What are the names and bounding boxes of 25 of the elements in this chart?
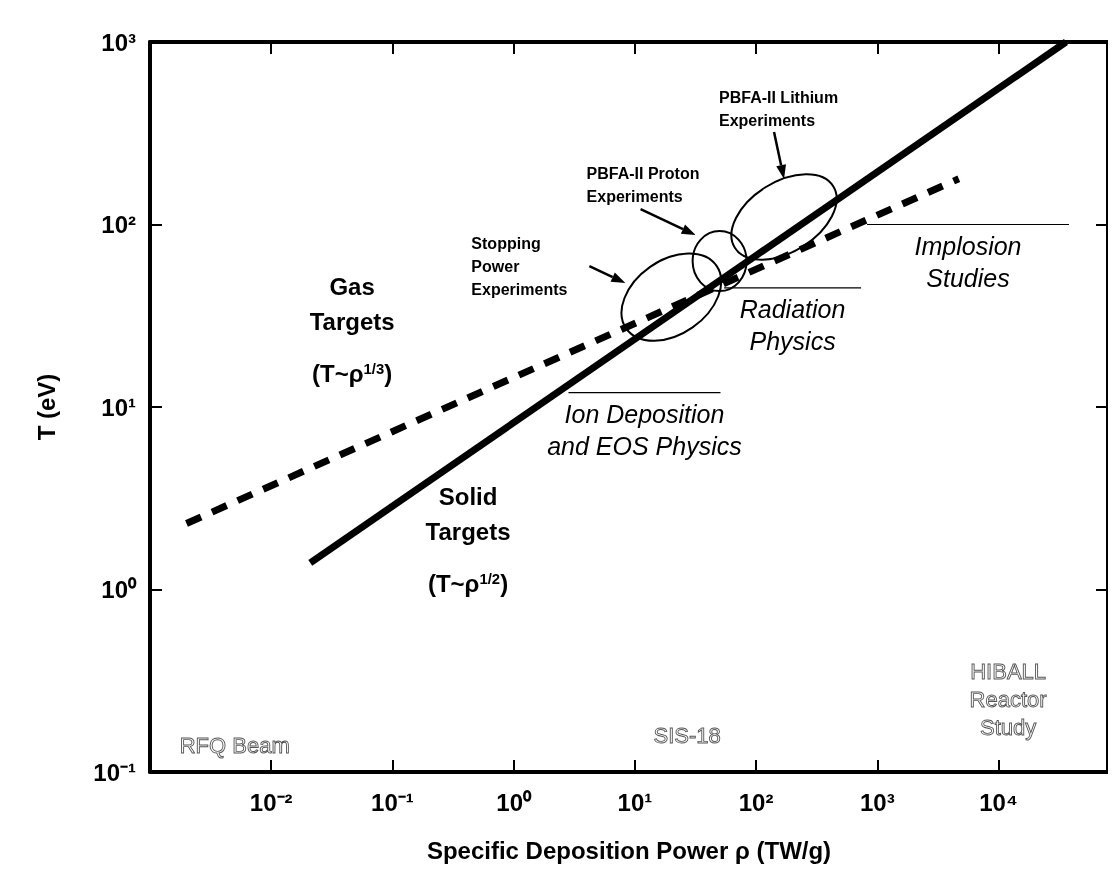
annotation: RFQ Beam [179,733,290,759]
annotation: SIS-18 [653,722,721,748]
y-tick-label: 10⁰ [101,576,137,603]
y-tick-label: 10² [101,211,137,238]
x-tick-label: 10¹ [617,788,653,816]
x-tick-label: 10² [738,788,774,816]
x-tick-label: 10⁻¹ [371,788,414,816]
annotation: Implosion Studies [914,231,1022,292]
annotation: Ion Deposition and EOS Physics [547,399,742,460]
y-tick-label: 10⁻¹ [93,758,137,786]
series-label: Solid Targets (T~ρ$^{1/2}$) [425,482,511,597]
x-tick-label: 10⁴ [979,788,1018,816]
y-axis-title: T (eV) [32,373,60,441]
annotation: HIBALL Reactor Study [969,659,1047,741]
annotation: PBFA-II Lithium Experiments [719,88,839,129]
series-label: Gas Targets (T~ρ$^{1/3}$) [309,273,395,388]
x-tick-label: 10³ [859,788,895,816]
y-tick-label: 10³ [101,28,137,56]
x-tick-label: 10⁰ [496,788,532,816]
x-tick-label: 10⁻² [249,788,293,816]
annotation: PBFA-II Proton Experiments [586,165,700,206]
annotation: Radiation Physics [739,294,846,355]
annotation: Stopping Power Experiments [471,235,568,299]
x-axis-title: Specific Deposition Power ρ (TW/g) [426,836,832,864]
y-tick-label: 10¹ [101,393,137,421]
